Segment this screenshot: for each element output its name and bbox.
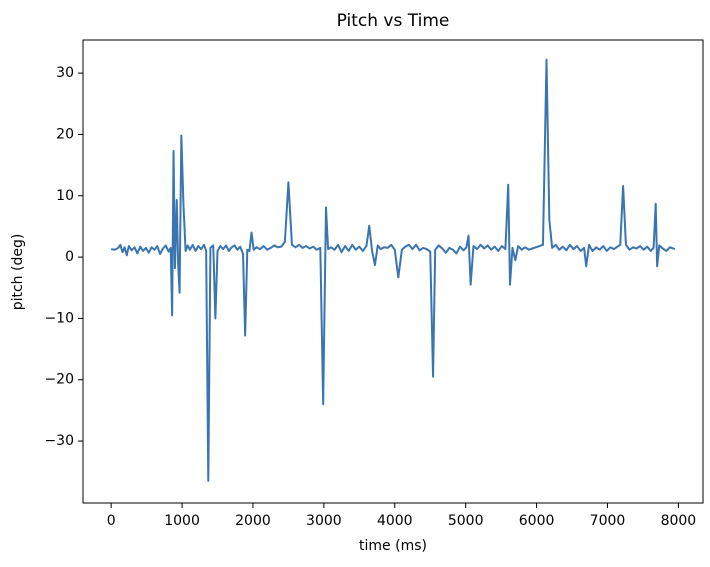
- x-tick-label: 2000: [235, 513, 271, 529]
- y-tick-label: 10: [56, 188, 74, 204]
- plot-frame: [82, 39, 704, 504]
- x-tick-label: 7000: [590, 513, 626, 529]
- x-tick-label: 4000: [377, 513, 413, 529]
- x-tick-label: 3000: [306, 513, 342, 529]
- data-line: [110, 58, 676, 482]
- y-tick-label: 20: [56, 126, 74, 142]
- y-tick-label: −20: [44, 372, 74, 388]
- x-tick-label: 6000: [519, 513, 555, 529]
- y-tick-label: 0: [65, 249, 74, 265]
- y-tick-label: −10: [44, 310, 74, 326]
- y-tick-label: 30: [56, 65, 74, 81]
- x-axis-label: time (ms): [359, 538, 427, 554]
- x-tick-label: 5000: [448, 513, 484, 529]
- y-tick-label: −30: [44, 433, 74, 449]
- x-tick-label: 1000: [164, 513, 200, 529]
- x-tick-label: 0: [107, 513, 116, 529]
- x-tick-label: 8000: [661, 513, 697, 529]
- chart-title: Pitch vs Time: [337, 11, 450, 31]
- y-axis-label: pitch (deg): [10, 234, 26, 311]
